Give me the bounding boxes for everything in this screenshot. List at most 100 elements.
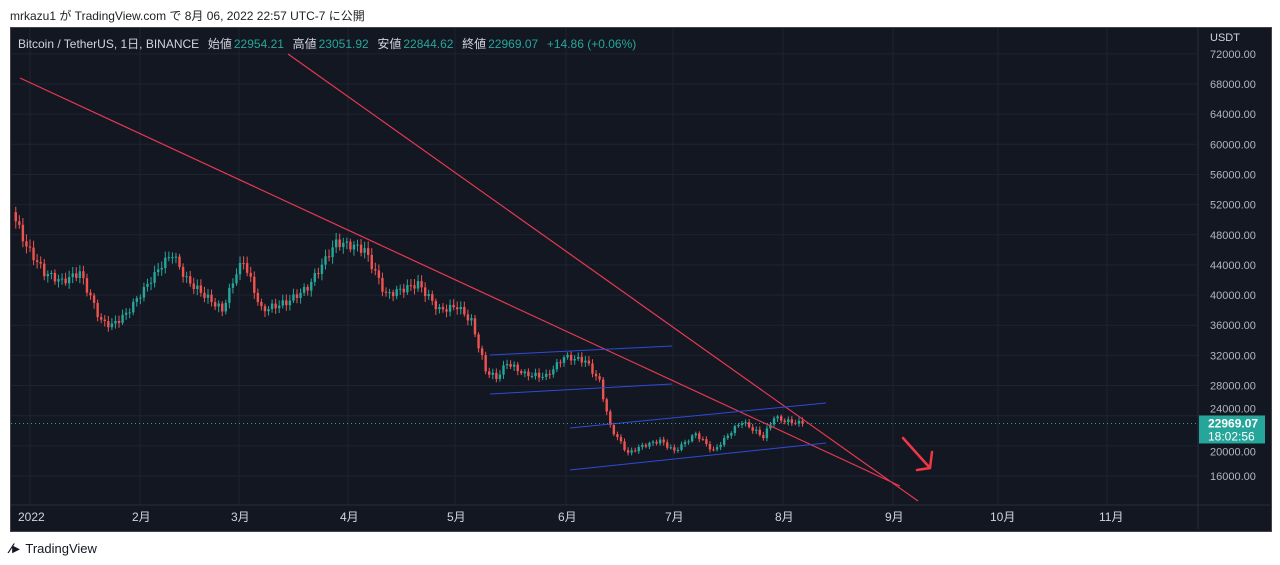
- candle-body: [334, 239, 338, 248]
- candle-body: [537, 372, 541, 378]
- open-label: 始値: [207, 37, 232, 51]
- candle-body: [609, 411, 612, 426]
- candle-body: [698, 433, 701, 440]
- candle-body: [541, 376, 544, 378]
- price-tick-label: 32000.00: [1210, 350, 1256, 362]
- candle-body: [124, 312, 128, 315]
- candle-body: [114, 320, 117, 324]
- candle-body: [139, 297, 142, 299]
- price-tick-label: 20000.00: [1210, 446, 1256, 458]
- candle-body: [274, 303, 277, 309]
- candle-body: [438, 307, 441, 310]
- candle-body: [395, 289, 398, 297]
- candle-body: [737, 424, 740, 427]
- time-tick-label: 2022: [18, 510, 45, 524]
- candle-body: [751, 427, 754, 431]
- time-tick-label: 8月: [775, 510, 794, 524]
- channel-line-blue: [569, 442, 827, 471]
- candle-body: [324, 256, 327, 265]
- candle-body: [178, 256, 181, 267]
- candle-body: [488, 371, 491, 375]
- channel-line-blue: [569, 402, 827, 429]
- open-value: 22954.21: [233, 37, 284, 51]
- candle-body: [758, 429, 761, 435]
- candle-body: [342, 242, 345, 248]
- candle-body: [306, 286, 309, 291]
- candle-body: [281, 300, 284, 306]
- candle-body: [28, 246, 32, 248]
- candle-body: [78, 271, 82, 278]
- footer-brand[interactable]: TradingView: [25, 541, 97, 556]
- candle-body: [249, 272, 252, 277]
- candle-body: [523, 371, 527, 374]
- price-tick-label: 64000.00: [1210, 109, 1256, 121]
- candle-body: [559, 362, 562, 364]
- candle-body: [35, 260, 39, 262]
- candle-body: [456, 307, 459, 310]
- chart-area[interactable]: [10, 27, 1272, 532]
- candle-body: [267, 309, 270, 312]
- candle-body: [548, 373, 551, 375]
- candle-body: [573, 358, 576, 361]
- countdown-label: 18:02:56: [1208, 429, 1255, 443]
- candle-body: [317, 273, 320, 275]
- candle-body: [117, 320, 121, 323]
- candle-body: [562, 357, 566, 363]
- candle-body: [192, 283, 195, 289]
- candle-body: [253, 276, 256, 293]
- candle-body: [135, 298, 138, 302]
- candle-body: [185, 276, 188, 278]
- low-label: 安値: [377, 37, 402, 51]
- candle-body: [545, 373, 548, 377]
- candle-body: [352, 244, 356, 250]
- candle-body: [60, 278, 64, 280]
- price-tick-label: 68000.00: [1210, 79, 1256, 91]
- candle-body: [242, 262, 245, 264]
- time-tick-label: 2月: [132, 510, 151, 524]
- candle-body: [687, 441, 690, 443]
- candle-body: [790, 419, 794, 424]
- candle-body: [587, 360, 591, 364]
- candle-body: [594, 373, 598, 377]
- candle-body: [569, 354, 573, 361]
- candle-body: [598, 376, 601, 380]
- candle-body: [199, 285, 203, 293]
- candle-body: [787, 419, 790, 423]
- candle-body: [601, 379, 605, 400]
- candle-body: [174, 256, 178, 258]
- candle-body: [502, 365, 505, 375]
- channel-line-blue: [489, 345, 673, 356]
- price-tick-label: 36000.00: [1210, 320, 1256, 332]
- tradingview-logo-icon: ⁄▸: [10, 540, 20, 556]
- candle-body: [363, 248, 366, 253]
- candle-body: [459, 306, 462, 310]
- publish-caption: mrkazu1 が TradingView.com で 8月 06, 2022 …: [10, 9, 365, 23]
- candle-body: [406, 285, 409, 293]
- candle-body: [744, 422, 747, 424]
- last-price-badge: [1199, 415, 1265, 444]
- candle-body: [715, 447, 719, 450]
- candle-body: [776, 416, 779, 419]
- candle-body: [164, 257, 167, 269]
- candle-body: [701, 439, 705, 441]
- candle-body: [292, 294, 295, 301]
- candle-body: [516, 364, 519, 372]
- candle-body: [146, 283, 149, 287]
- high-label: 高値: [292, 37, 317, 51]
- candle-body: [153, 272, 156, 283]
- candle-body: [448, 304, 452, 312]
- candle-body: [765, 428, 769, 439]
- candle-body: [50, 272, 53, 274]
- candle-body: [391, 292, 395, 297]
- candle-body: [310, 281, 313, 291]
- candle-body: [463, 306, 466, 315]
- candle-body: [46, 273, 49, 277]
- candle-body: [238, 262, 242, 275]
- candle-body: [384, 291, 388, 293]
- candle-body: [142, 286, 146, 298]
- candle-body: [673, 447, 676, 451]
- candle-body: [128, 312, 131, 314]
- candle-body: [612, 425, 616, 435]
- candle-body: [103, 319, 106, 322]
